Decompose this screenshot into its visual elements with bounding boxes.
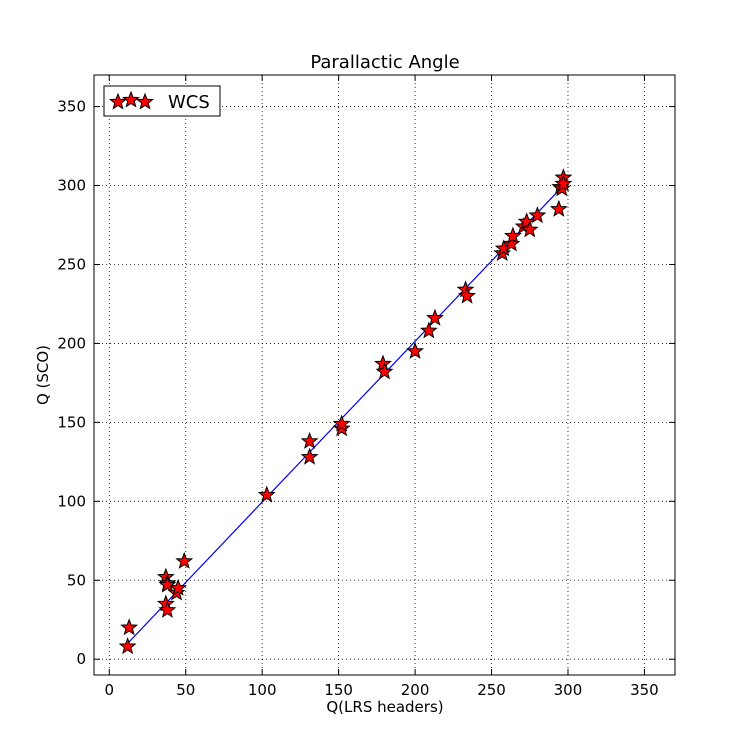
legend: WCS [103,85,221,117]
data-point [426,308,444,326]
x-tick-label: 50 [176,681,195,699]
data-point [517,212,536,230]
data-point [406,341,425,359]
legend-marker [122,90,140,108]
data-point [158,575,177,593]
data-point [549,199,568,217]
y-tick-label: 100 [57,492,86,510]
legend-marker [136,92,154,110]
data-point [528,206,547,224]
y-tick-label: 150 [57,413,86,431]
x-axis-label: Q(LRS headers) [326,698,443,716]
data-point [458,286,477,304]
x-tick-label: 350 [630,681,659,699]
legend-label: WCS [168,92,210,113]
legend-marker [109,92,127,110]
x-tick-label: 250 [477,681,506,699]
data-point [175,551,194,569]
fit-line [127,185,564,644]
data-point [419,321,438,339]
data-point [118,637,137,655]
data-point [332,414,351,432]
x-tick-label: 200 [401,681,430,699]
fit-line-layer [127,185,564,644]
data-point [257,485,276,503]
x-tick-label: 100 [248,681,277,699]
data-point [520,220,539,238]
y-axis-label: Q (SCO) [34,345,52,405]
chart-title: Parallactic Angle [310,52,459,73]
x-tick-label: 150 [324,681,353,699]
data-point [375,362,394,380]
data-point [120,618,139,636]
data-point [300,431,319,449]
y-tick-label: 200 [57,334,86,352]
data-point [158,600,177,618]
x-tick-label: 300 [554,681,583,699]
data-point [169,578,188,596]
y-tick-label: 250 [57,255,86,273]
legend-markers [109,90,154,110]
x-tick-label: 0 [105,681,115,699]
y-tick-label: 300 [57,177,86,195]
data-point [300,447,319,465]
points-layer [118,168,573,655]
data-point [554,174,573,192]
y-tick-label: 0 [76,650,86,668]
y-tick-label: 350 [57,98,86,116]
plot-frame [93,74,676,676]
y-tick-label: 50 [67,571,86,589]
axes: 0 50 100 150 200 250 300 350 0 50 100 150 200 250 300 3… [57,75,675,699]
